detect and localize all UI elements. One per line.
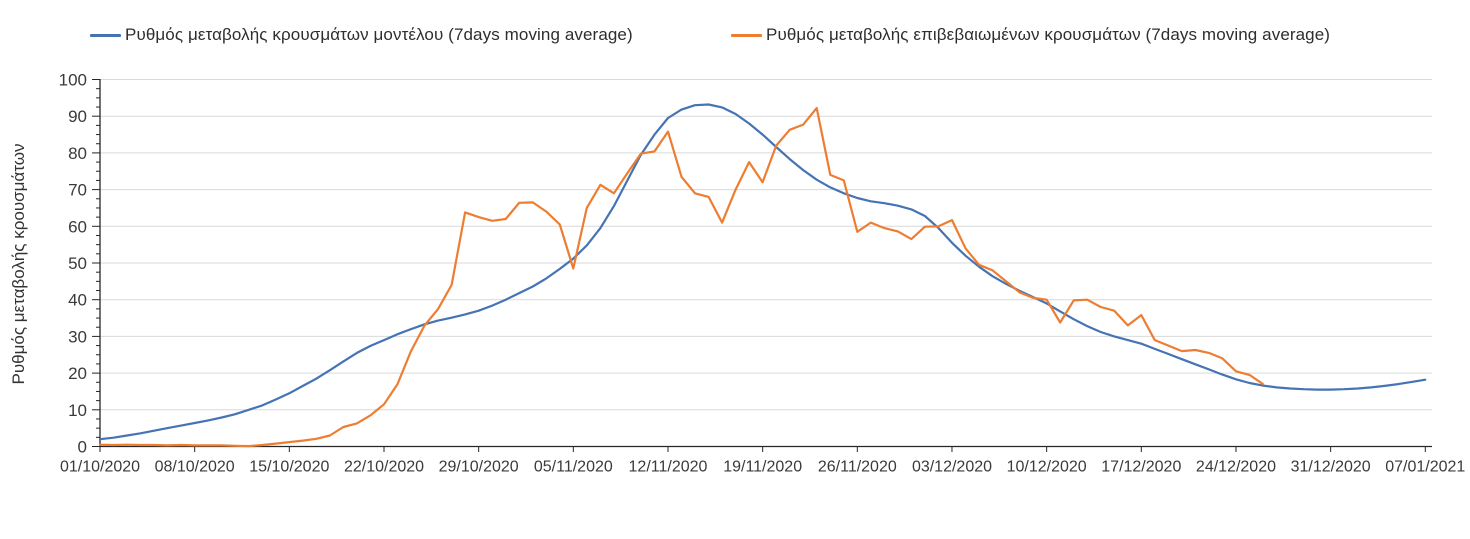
- legend-item-model: Ρυθμός μεταβολής κρουσμάτων μοντέλου (7d…: [90, 24, 633, 46]
- y-tick-label: 60: [68, 217, 87, 236]
- y-tick-label: 0: [78, 438, 87, 457]
- x-tick-label: 29/10/2020: [439, 459, 519, 476]
- x-tick-label: 03/12/2020: [912, 459, 992, 476]
- x-tick-label: 31/12/2020: [1291, 459, 1371, 476]
- legend-swatch-model-line: [90, 33, 121, 37]
- x-tick-label: 08/10/2020: [155, 459, 235, 476]
- series-line-confirmed: [98, 106, 1265, 448]
- y-tick-label: 100: [59, 71, 87, 90]
- x-tick-label: 10/12/2020: [1007, 459, 1087, 476]
- legend-label-model: Ρυθμός μεταβολής κρουσμάτων μοντέλου (7d…: [125, 25, 633, 44]
- x-tick-label: 19/11/2020: [723, 459, 802, 476]
- x-tick-label: 05/11/2020: [534, 459, 613, 476]
- x-tick-label: 26/11/2020: [818, 459, 897, 476]
- y-tick-label: 90: [68, 107, 87, 126]
- x-tick-label: 07/01/2021: [1385, 459, 1465, 476]
- y-tick-label: 10: [68, 401, 87, 420]
- x-tick-label: 12/11/2020: [629, 459, 708, 476]
- y-tick-label: 50: [68, 254, 87, 273]
- x-tick-label: 17/12/2020: [1101, 459, 1181, 476]
- y-axis-title: Ρυθμός μεταβολής κρουσμάτων: [9, 143, 28, 385]
- x-tick-label: 01/10/2020: [60, 459, 140, 476]
- y-tick-label: 20: [68, 364, 87, 383]
- x-tick-label: 24/12/2020: [1196, 459, 1276, 476]
- legend-swatch-confirmed-line: [731, 33, 762, 37]
- y-tick-label: 40: [68, 291, 87, 310]
- y-tick-label: 80: [68, 144, 87, 163]
- series-line-model: [98, 103, 1427, 441]
- x-tick-label: 15/10/2020: [249, 459, 329, 476]
- legend-item-confirmed: Ρυθμός μεταβολής επιβεβαιωμένων κρουσμάτ…: [731, 24, 1330, 46]
- x-tick-label: 22/10/2020: [344, 459, 424, 476]
- y-tick-label: 70: [68, 181, 87, 200]
- y-tick-label: 30: [68, 327, 87, 346]
- legend-label-confirmed: Ρυθμός μεταβολής επιβεβαιωμένων κρουσμάτ…: [766, 25, 1331, 44]
